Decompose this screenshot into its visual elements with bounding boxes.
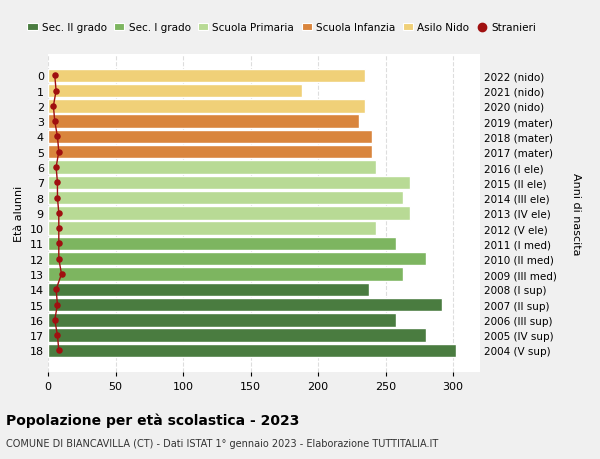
Point [53, 301, 62, 308]
Text: Popolazione per età scolastica - 2023: Popolazione per età scolastica - 2023 [6, 413, 299, 428]
Bar [48, 329, 426, 342]
Point [54, 256, 64, 263]
Bar [48, 115, 359, 129]
Y-axis label: Anni di nascita: Anni di nascita [571, 172, 581, 255]
Point [50, 118, 59, 126]
Legend: Sec. II grado, Sec. I grado, Scuola Primaria, Scuola Infanzia, Asilo Nido, Stran: Sec. II grado, Sec. I grado, Scuola Prim… [23, 19, 540, 37]
Point [56, 271, 67, 278]
Point [53, 134, 62, 141]
Point [53, 332, 62, 339]
Bar [48, 283, 370, 297]
Point [49, 103, 58, 110]
Point [52, 88, 61, 95]
Y-axis label: Età alunni: Età alunni [14, 185, 24, 241]
Bar [48, 268, 403, 281]
Bar [48, 344, 456, 358]
Bar [48, 146, 372, 159]
Bar [48, 100, 365, 113]
Bar [48, 69, 365, 83]
Point [54, 240, 64, 247]
Bar [48, 222, 376, 235]
Bar [48, 298, 442, 312]
Bar [48, 161, 376, 174]
Point [52, 286, 61, 293]
Point [53, 179, 62, 187]
Point [53, 195, 62, 202]
Bar [48, 130, 372, 144]
Point [50, 73, 59, 80]
Point [54, 149, 64, 156]
Point [54, 225, 64, 232]
Text: COMUNE DI BIANCAVILLA (CT) - Dati ISTAT 1° gennaio 2023 - Elaborazione TUTTITALI: COMUNE DI BIANCAVILLA (CT) - Dati ISTAT … [6, 438, 438, 448]
Point [54, 347, 64, 354]
Bar [48, 207, 410, 220]
Bar [48, 191, 403, 205]
Point [50, 317, 59, 324]
Bar [48, 313, 397, 327]
Point [54, 210, 64, 217]
Bar [48, 237, 397, 251]
Bar [48, 176, 410, 190]
Bar [48, 85, 302, 98]
Point [52, 164, 61, 171]
Bar [48, 252, 426, 266]
